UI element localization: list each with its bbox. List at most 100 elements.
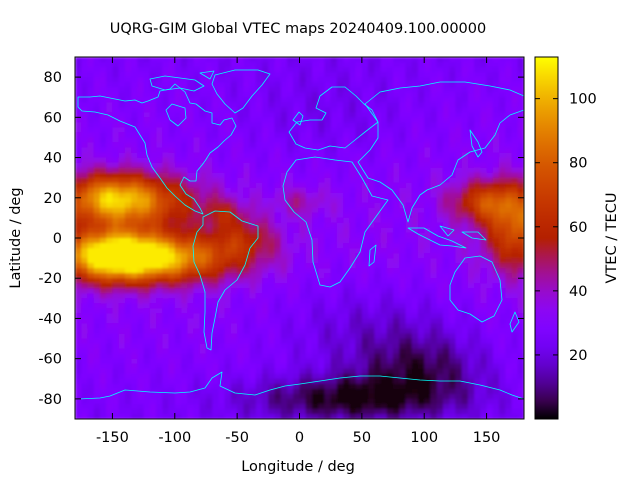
heatmap-cell	[87, 207, 95, 214]
heatmap-cell	[343, 258, 350, 264]
heatmap-cell	[436, 127, 444, 134]
heatmap-cell	[262, 353, 269, 360]
heatmap-cell	[417, 177, 425, 184]
heatmap-cell	[218, 328, 226, 335]
heatmap-cell	[293, 308, 301, 315]
heatmap-cell	[467, 162, 475, 169]
heatmap-cell	[461, 212, 469, 219]
heatmap-cell	[118, 102, 126, 108]
heatmap-cell	[205, 157, 213, 164]
heatmap-cell	[349, 227, 357, 234]
heatmap-cell	[349, 323, 357, 330]
heatmap-cell	[324, 338, 332, 345]
heatmap-cell	[311, 248, 319, 254]
heatmap-cell	[386, 263, 394, 269]
heatmap-cell	[268, 248, 276, 254]
heatmap-cell	[368, 147, 375, 154]
heatmap-cell	[480, 182, 488, 189]
heatmap-cell	[343, 363, 350, 370]
heatmap-cell	[511, 202, 519, 209]
heatmap-cell	[455, 162, 463, 169]
heatmap-cell	[131, 147, 138, 154]
heatmap-cell	[299, 57, 307, 63]
heatmap-cell	[374, 348, 382, 355]
heatmap-cell	[449, 383, 457, 390]
heatmap-cell	[380, 378, 388, 385]
heatmap-cell	[311, 398, 319, 405]
heatmap-cell	[81, 308, 89, 315]
heatmap-cell	[499, 298, 506, 304]
heatmap-cell	[399, 207, 407, 214]
heatmap-cell	[417, 62, 425, 68]
heatmap-cell	[380, 152, 388, 159]
heatmap-cell	[386, 77, 394, 83]
heatmap-cell	[230, 82, 238, 88]
heatmap-cell	[193, 393, 201, 400]
heatmap-cell	[393, 353, 400, 360]
heatmap-cell	[517, 182, 524, 189]
heatmap-cell	[492, 112, 500, 118]
heatmap-cell	[199, 192, 207, 199]
heatmap-cell	[492, 328, 500, 335]
heatmap-cell	[87, 388, 95, 395]
heatmap-cell	[486, 57, 494, 63]
heatmap-cell	[336, 318, 344, 325]
heatmap-cell	[455, 217, 463, 224]
heatmap-cell	[380, 207, 388, 214]
heatmap-cell	[87, 212, 95, 219]
heatmap-cell	[492, 393, 500, 400]
heatmap-cell	[492, 157, 500, 164]
heatmap-cell	[336, 207, 344, 214]
heatmap-cell	[118, 57, 126, 63]
heatmap-cell	[455, 253, 463, 259]
heatmap-cell	[355, 167, 363, 174]
heatmap-cell	[106, 202, 114, 209]
heatmap-cell	[467, 112, 475, 118]
heatmap-cell	[230, 132, 238, 139]
heatmap-cell	[287, 67, 294, 73]
heatmap-cell	[224, 117, 232, 123]
heatmap-cell	[274, 363, 282, 370]
heatmap-cell	[112, 207, 120, 214]
heatmap-cell	[436, 398, 444, 405]
heatmap-cell	[87, 92, 95, 98]
heatmap-cell	[255, 318, 263, 325]
heatmap-cell	[386, 92, 394, 98]
heatmap-cell	[99, 273, 107, 279]
heatmap-cell	[156, 182, 163, 189]
heatmap-cell	[449, 338, 457, 345]
heatmap-cell	[486, 348, 494, 355]
heatmap-cell	[230, 127, 238, 134]
heatmap-cell	[268, 273, 276, 279]
heatmap-cell	[262, 182, 269, 189]
heatmap-cell	[442, 222, 450, 229]
heatmap-cell	[255, 288, 263, 294]
heatmap-cell	[442, 253, 450, 259]
heatmap-cell	[374, 258, 382, 264]
heatmap-cell	[324, 62, 332, 68]
heatmap-cell	[162, 353, 170, 360]
heatmap-cell	[274, 157, 282, 164]
heatmap-cell	[349, 177, 357, 184]
heatmap-cell	[149, 278, 157, 284]
heatmap-cell	[237, 313, 244, 320]
heatmap-cell	[193, 127, 201, 134]
heatmap-cell	[99, 222, 107, 229]
heatmap-cell	[230, 303, 238, 309]
heatmap-cell	[293, 318, 301, 325]
heatmap-cell	[218, 278, 226, 284]
heatmap-cell	[237, 278, 244, 284]
heatmap-cell	[449, 273, 457, 279]
heatmap-cell	[318, 293, 326, 299]
heatmap-cell	[374, 363, 382, 370]
heatmap-cell	[193, 268, 201, 274]
heatmap-cell	[124, 57, 132, 63]
heatmap-cell	[262, 167, 269, 174]
heatmap-cell	[517, 303, 524, 309]
heatmap-cell	[268, 368, 276, 375]
heatmap-cell	[430, 308, 438, 315]
heatmap-cell	[181, 92, 188, 98]
heatmap-cell	[199, 157, 207, 164]
heatmap-cell	[237, 238, 244, 244]
heatmap-cell	[305, 92, 313, 98]
